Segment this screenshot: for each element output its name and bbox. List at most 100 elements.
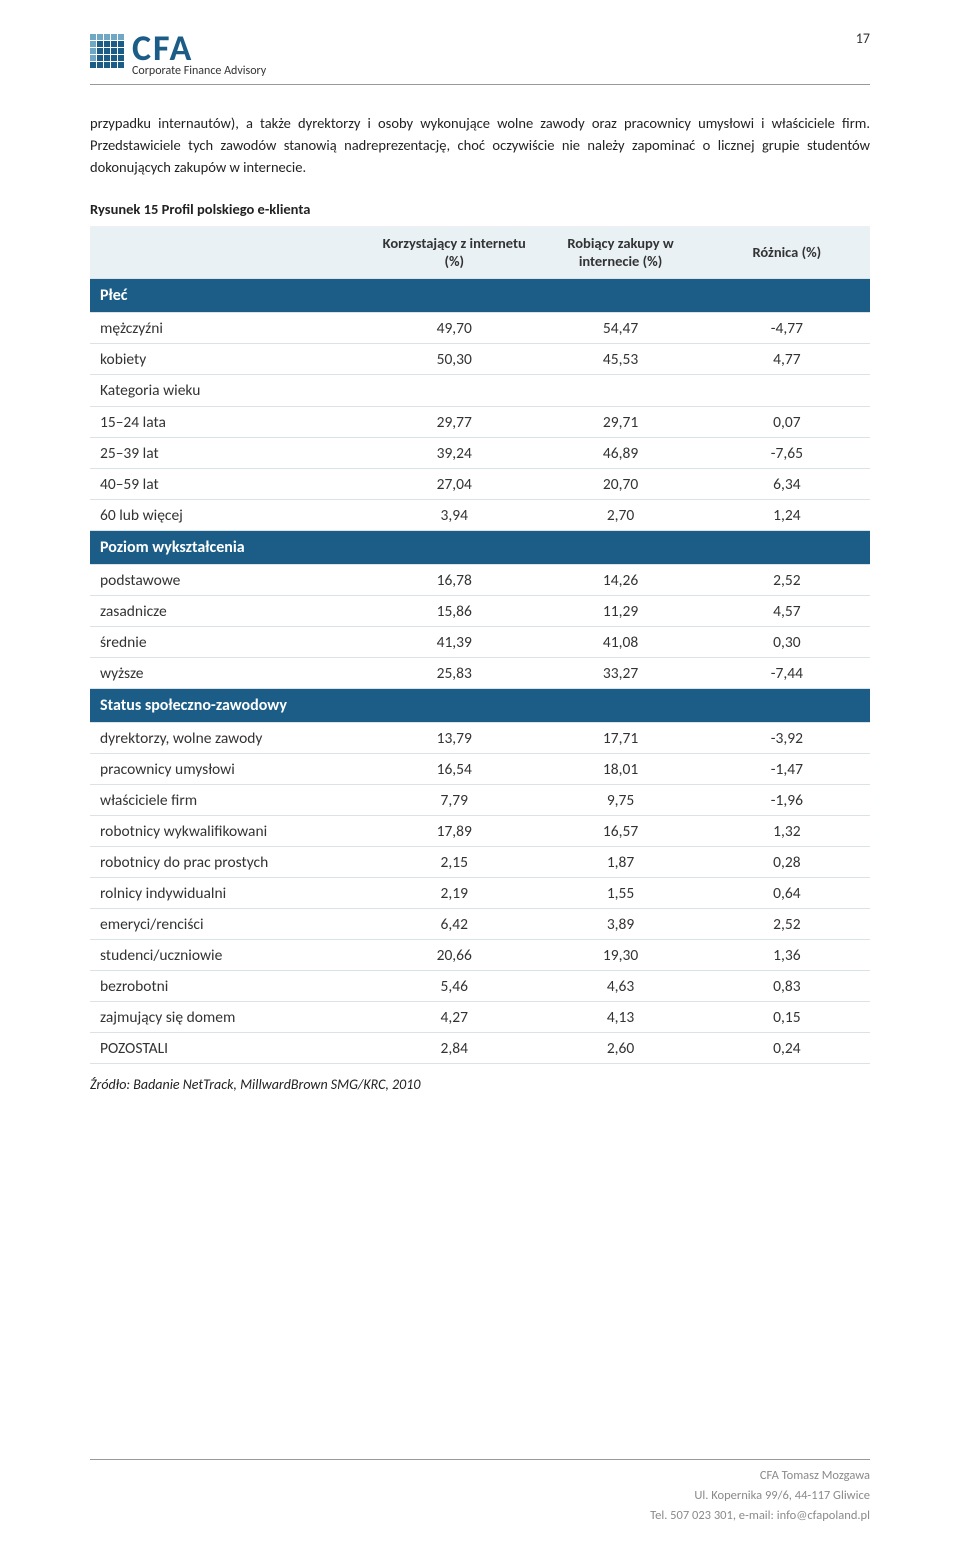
table-row: studenci/uczniowie20,6619,301,36 (90, 940, 870, 971)
cell-value: 7,79 (371, 785, 537, 816)
page-number: 17 (856, 30, 870, 47)
row-label: kobiety (90, 344, 371, 375)
logo-text: CFA Corporate Finance Advisory (132, 30, 266, 78)
header-rule (90, 84, 870, 85)
cell-value: 2,52 (704, 909, 870, 940)
cell-value: -7,65 (704, 438, 870, 469)
table-row: mężczyźni49,7054,47-4,77 (90, 313, 870, 344)
cell-value: 41,08 (537, 627, 703, 658)
profile-table: Korzystający z internetu (%) Robiący zak… (90, 226, 870, 1064)
row-label: rolnicy indywidualni (90, 878, 371, 909)
cell-value: 49,70 (371, 313, 537, 344)
row-label: zajmujący się domem (90, 1002, 371, 1033)
col-header-label (90, 226, 371, 279)
cell-value: 18,01 (537, 754, 703, 785)
table-row: 25–39 lat39,2446,89-7,65 (90, 438, 870, 469)
table-row: 40–59 lat27,0420,706,34 (90, 469, 870, 500)
row-label: wyższe (90, 658, 371, 689)
cell-value: 16,78 (371, 565, 537, 596)
cell-value: 2,84 (371, 1033, 537, 1064)
row-label: 40–59 lat (90, 469, 371, 500)
table-row: bezrobotni5,464,630,83 (90, 971, 870, 1002)
cell-value: 15,86 (371, 596, 537, 627)
cell-value: 27,04 (371, 469, 537, 500)
cell-value: 6,42 (371, 909, 537, 940)
cell-value: 2,70 (537, 500, 703, 531)
cell-value: -3,92 (704, 723, 870, 754)
cell-value: 2,52 (704, 565, 870, 596)
cell-value: 11,29 (537, 596, 703, 627)
table-header: Korzystający z internetu (%) Robiący zak… (90, 226, 870, 279)
logo-grid-icon (90, 34, 124, 68)
cell-value: 2,60 (537, 1033, 703, 1064)
table-row: robotnicy wykwalifikowani17,8916,571,32 (90, 816, 870, 847)
cell-value: 29,77 (371, 407, 537, 438)
table-row: rolnicy indywidualni2,191,550,64 (90, 878, 870, 909)
table-row: POZOSTALI2,842,600,24 (90, 1033, 870, 1064)
table-section-header: Poziom wykształcenia (90, 531, 870, 565)
cell-value: 13,79 (371, 723, 537, 754)
cell-value: 0,15 (704, 1002, 870, 1033)
row-label: bezrobotni (90, 971, 371, 1002)
table-body: Płećmężczyźni49,7054,47-4,77kobiety50,30… (90, 279, 870, 1064)
col-header-shopping: Robiący zakupy w internecie (%) (537, 226, 703, 279)
cell-value: 33,27 (537, 658, 703, 689)
cell-value: 0,83 (704, 971, 870, 1002)
cell-value: 0,30 (704, 627, 870, 658)
row-label: robotnicy do prac prostych (90, 847, 371, 878)
cell-value: 16,54 (371, 754, 537, 785)
section-title: Poziom wykształcenia (90, 531, 870, 565)
row-label: emeryci/renciści (90, 909, 371, 940)
cell-value: -7,44 (704, 658, 870, 689)
row-label: właściciele firm (90, 785, 371, 816)
table-row: zasadnicze15,8611,294,57 (90, 596, 870, 627)
cell-value: 1,36 (704, 940, 870, 971)
cell-value: 46,89 (537, 438, 703, 469)
page: CFA Corporate Finance Advisory 17 przypa… (0, 0, 960, 1113)
cell-value: 17,71 (537, 723, 703, 754)
cell-value: 0,24 (704, 1033, 870, 1064)
cell-value: 4,13 (537, 1002, 703, 1033)
cell-value: 39,24 (371, 438, 537, 469)
cell-value: 0,28 (704, 847, 870, 878)
footer-address: Ul. Kopernika 99/6, 44-117 Gliwice (90, 1486, 870, 1506)
cell-value: 9,75 (537, 785, 703, 816)
cell-value: 14,26 (537, 565, 703, 596)
table-row: emeryci/renciści6,423,892,52 (90, 909, 870, 940)
table-row: średnie41,3941,080,30 (90, 627, 870, 658)
cell-value: 29,71 (537, 407, 703, 438)
cell-value: 17,89 (371, 816, 537, 847)
table-section-header: Status społeczno-zawodowy (90, 689, 870, 723)
cell-empty (537, 375, 703, 407)
cell-value: 2,19 (371, 878, 537, 909)
cell-value: 19,30 (537, 940, 703, 971)
footer-company: CFA Tomasz Mozgawa (90, 1466, 870, 1486)
cell-value: 0,64 (704, 878, 870, 909)
logo-subtitle: Corporate Finance Advisory (132, 64, 266, 78)
table-row: pracownicy umysłowi16,5418,01-1,47 (90, 754, 870, 785)
cell-value: 20,70 (537, 469, 703, 500)
footer-lines: CFA Tomasz Mozgawa Ul. Kopernika 99/6, 4… (90, 1466, 870, 1526)
cell-value: 6,34 (704, 469, 870, 500)
row-label: mężczyźni (90, 313, 371, 344)
row-label: studenci/uczniowie (90, 940, 371, 971)
cell-value: 1,32 (704, 816, 870, 847)
row-label: 60 lub więcej (90, 500, 371, 531)
cell-value: 1,87 (537, 847, 703, 878)
source-line: Źródło: Badanie NetTrack, MillwardBrown … (90, 1076, 870, 1093)
cell-value: -4,77 (704, 313, 870, 344)
cell-value: 3,94 (371, 500, 537, 531)
row-label: podstawowe (90, 565, 371, 596)
cell-value: 4,57 (704, 596, 870, 627)
body-paragraph: przypadku internautów), a także dyrektor… (90, 113, 870, 178)
cell-value: 0,07 (704, 407, 870, 438)
cell-empty (704, 375, 870, 407)
table-row: dyrektorzy, wolne zawody13,7917,71-3,92 (90, 723, 870, 754)
subhead-label: Kategoria wieku (90, 375, 371, 407)
table-row: wyższe25,8333,27-7,44 (90, 658, 870, 689)
row-label: zasadnicze (90, 596, 371, 627)
cell-value: -1,96 (704, 785, 870, 816)
page-footer: CFA Tomasz Mozgawa Ul. Kopernika 99/6, 4… (90, 1459, 870, 1526)
footer-rule (90, 1459, 870, 1460)
logo-cfa: CFA (132, 30, 266, 66)
